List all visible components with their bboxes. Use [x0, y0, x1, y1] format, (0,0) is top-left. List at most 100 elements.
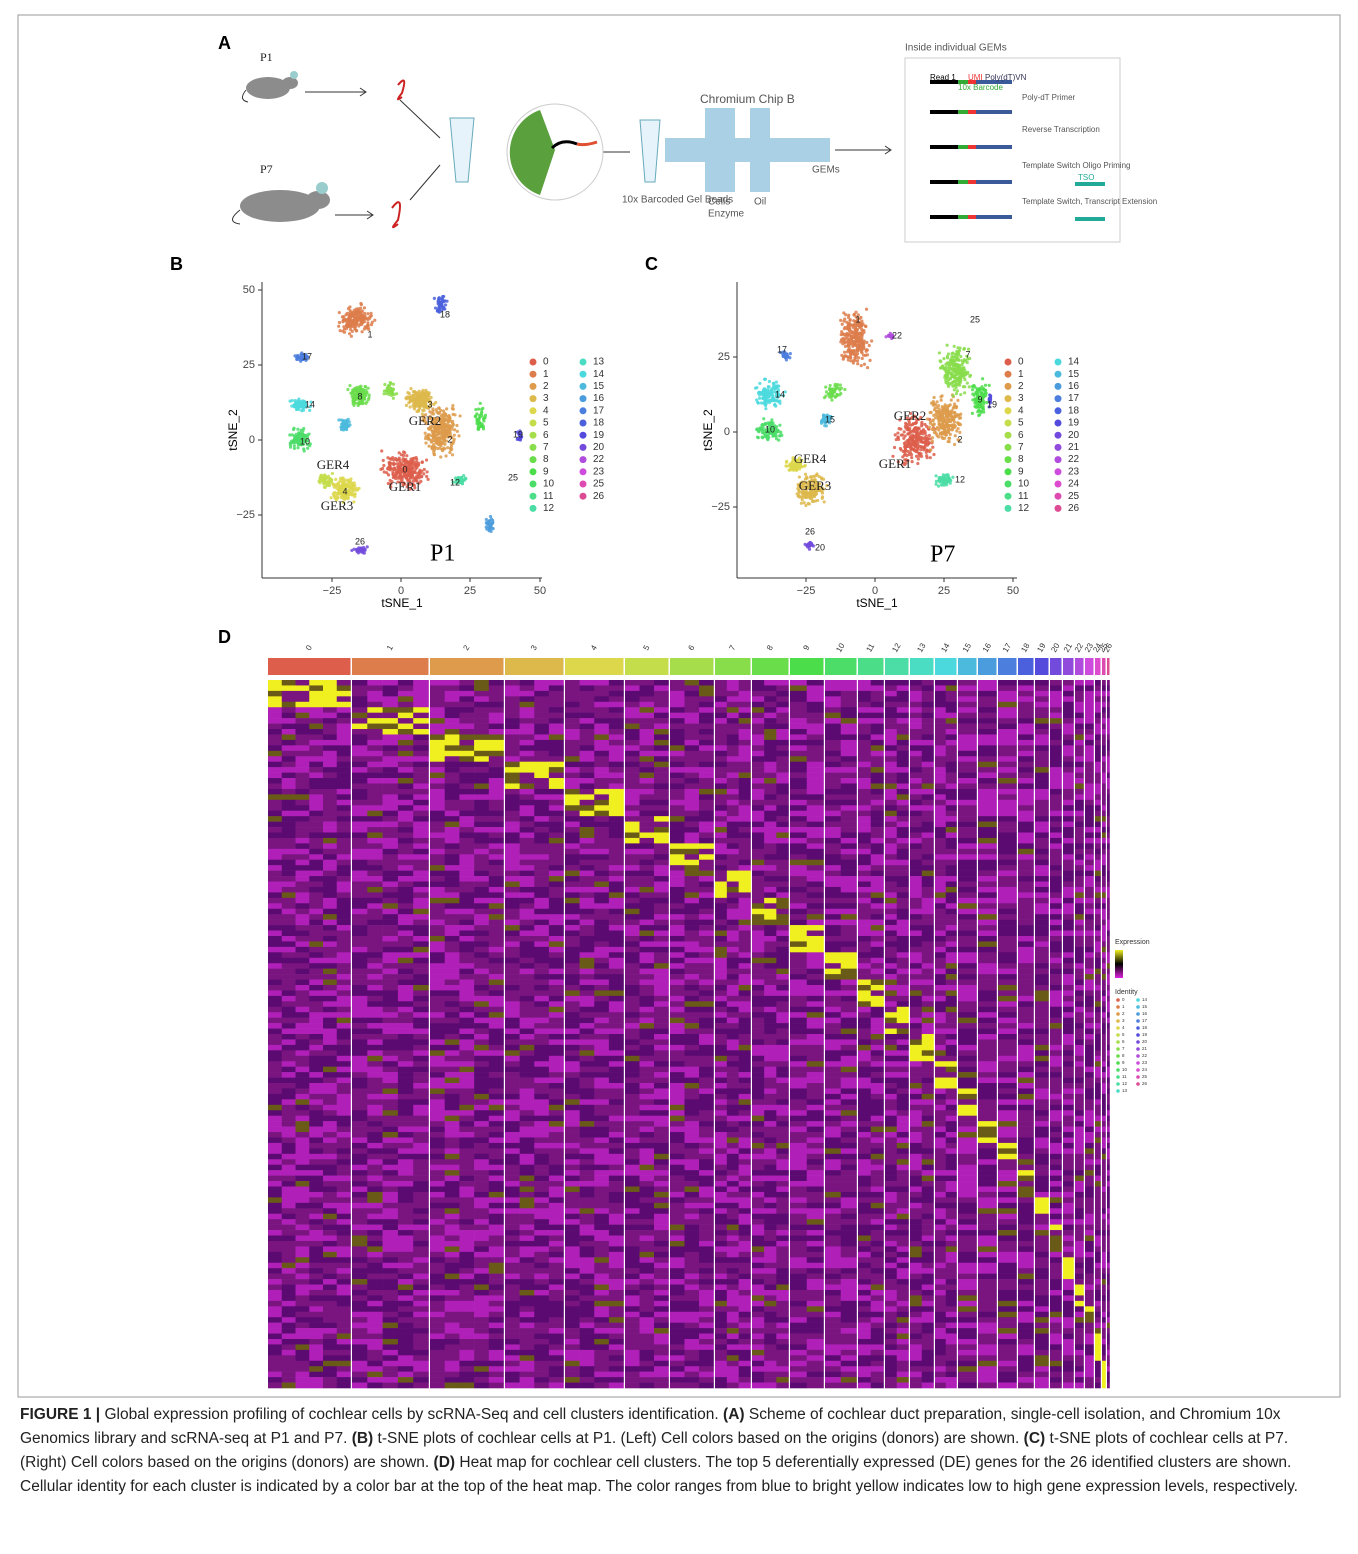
heat-cell [367, 718, 383, 724]
cell-dot [959, 393, 962, 396]
heat-cell [268, 745, 282, 751]
cell-dot [953, 345, 956, 348]
heat-cell [413, 990, 429, 996]
cell-dot [402, 454, 405, 457]
heat-cell [352, 1083, 368, 1089]
cell-dot [833, 390, 836, 393]
heat-cell [282, 1377, 296, 1383]
cell-dot [389, 457, 392, 460]
heat-cell [323, 1143, 337, 1149]
cluster-label: 10 [765, 424, 775, 434]
heat-cell [413, 1072, 429, 1078]
heat-cell [323, 843, 337, 849]
heat-cell [413, 680, 429, 686]
heat-cell [383, 696, 399, 702]
heat-cell [352, 920, 368, 926]
heat-cell [383, 1012, 399, 1018]
cell-dot [946, 370, 949, 373]
heat-cell [398, 1045, 414, 1051]
heat-cell [383, 1039, 399, 1045]
heat-cell [413, 1137, 429, 1143]
heat-cell [367, 969, 383, 975]
heat-cell [323, 1176, 337, 1182]
heat-cell [296, 1045, 310, 1051]
heat-cell [323, 1083, 337, 1089]
heat-cell [367, 936, 383, 942]
legend-label: 18 [593, 418, 605, 429]
heat-cell [398, 811, 414, 817]
heat-cell [296, 1143, 310, 1149]
heat-cell [309, 729, 323, 735]
cell-dot [425, 393, 428, 396]
heat-cell [296, 1312, 310, 1318]
cell-dot [382, 392, 385, 395]
cell-dot [345, 313, 348, 316]
heat-cell [309, 685, 323, 691]
cell-dot [925, 454, 928, 457]
heat-cell [323, 1214, 337, 1220]
heat-cell [296, 1361, 310, 1367]
cell-dot [988, 384, 991, 387]
cluster-label: GER3 [799, 478, 832, 493]
legend-label: 8 [1018, 454, 1024, 465]
heat-cell [323, 1252, 337, 1258]
heat-cell [296, 914, 310, 920]
cell-dot [865, 350, 868, 353]
cell-dot [438, 304, 441, 307]
legend-dot [580, 481, 587, 488]
legend-dot [1055, 468, 1062, 475]
heat-cell [383, 811, 399, 817]
cell-dot [839, 392, 842, 395]
heat-cell [383, 887, 399, 893]
heat-cell [309, 1225, 323, 1231]
cell-dot [961, 373, 964, 376]
cell-dot [909, 435, 912, 438]
legend-label: 19 [593, 430, 605, 441]
heat-cell [282, 1110, 296, 1116]
heat-cell [282, 1039, 296, 1045]
cell-dot [951, 385, 954, 388]
heat-cell [268, 718, 282, 724]
heat-cell [383, 702, 399, 708]
cell-dot [365, 400, 368, 403]
heat-cell [337, 724, 351, 730]
oil-label: Oil [754, 197, 766, 208]
heat-cell [413, 941, 429, 947]
heat-cell [268, 1072, 282, 1078]
cell-dot [906, 439, 909, 442]
heat-cell [337, 1295, 351, 1301]
heat-cell [282, 1050, 296, 1056]
cell-dot [296, 439, 299, 442]
cell-dot [851, 331, 854, 334]
heat-cell [337, 702, 351, 708]
heat-cell [337, 1034, 351, 1040]
heat-cell [352, 936, 368, 942]
heat-cell [337, 1312, 351, 1318]
heat-cell [268, 1214, 282, 1220]
heat-cell [323, 1350, 337, 1356]
cell-dot [820, 420, 823, 423]
cell-dot [482, 427, 485, 430]
cell-dot [791, 467, 794, 470]
heat-cell [398, 1083, 414, 1089]
heat-cell [323, 778, 337, 784]
y-tick-label: −25 [711, 501, 730, 513]
heat-cell [282, 1099, 296, 1105]
heat-cell [323, 1116, 337, 1122]
heat-cell [413, 860, 429, 866]
cell-dot [416, 399, 419, 402]
cell-dot [919, 452, 922, 455]
heat-cell [398, 691, 414, 697]
legend-dot [580, 468, 587, 475]
cell-dot [915, 450, 918, 453]
heat-cell [309, 860, 323, 866]
heat-cell [398, 958, 414, 964]
cell-dot [950, 409, 953, 412]
heat-cell [383, 832, 399, 838]
heat-cell [323, 762, 337, 768]
heat-cell [367, 1110, 383, 1116]
heat-cell [282, 1067, 296, 1073]
heat-cell [268, 1105, 282, 1111]
heat-cell [309, 980, 323, 986]
x-tick-label: −25 [797, 585, 816, 597]
